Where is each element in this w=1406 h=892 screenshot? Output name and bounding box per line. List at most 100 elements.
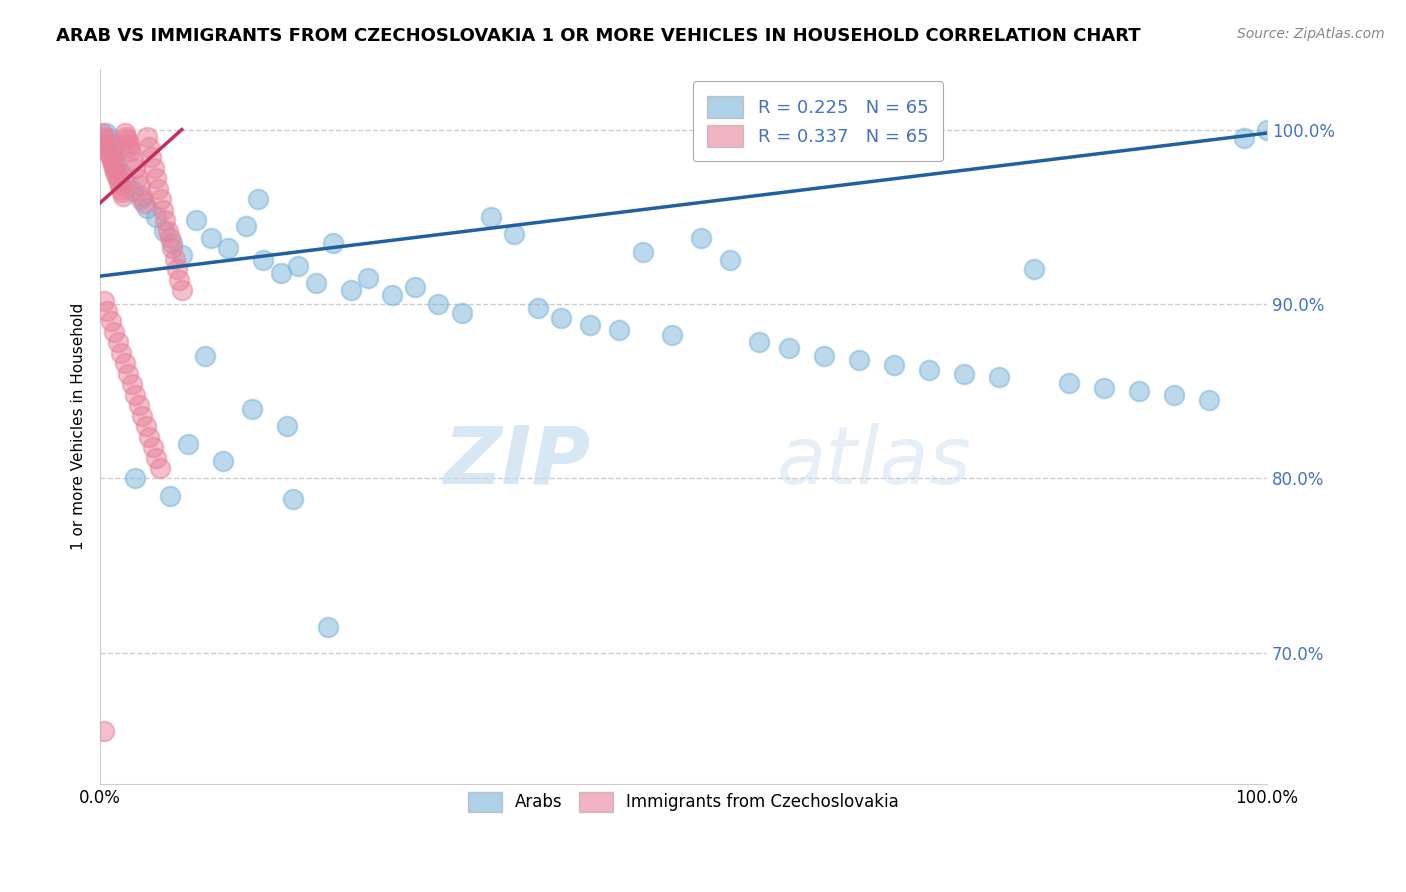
Point xyxy=(131,409,153,423)
Point xyxy=(184,213,207,227)
Point xyxy=(145,450,167,465)
Point xyxy=(153,224,176,238)
Point xyxy=(145,171,167,186)
Point xyxy=(162,235,184,250)
Point xyxy=(156,224,179,238)
Point xyxy=(270,266,292,280)
Point xyxy=(305,276,328,290)
Point xyxy=(107,171,129,186)
Point xyxy=(98,131,121,145)
Point xyxy=(101,140,124,154)
Text: atlas: atlas xyxy=(778,423,972,501)
Point xyxy=(427,297,450,311)
Point xyxy=(103,161,125,175)
Point xyxy=(316,620,339,634)
Point xyxy=(114,356,136,370)
Point xyxy=(100,151,122,165)
Point xyxy=(287,259,309,273)
Point xyxy=(778,341,800,355)
Point xyxy=(200,231,222,245)
Point xyxy=(246,192,269,206)
Point xyxy=(217,241,239,255)
Point xyxy=(107,175,129,189)
Point xyxy=(96,304,118,318)
Point xyxy=(149,461,172,475)
Point xyxy=(98,147,121,161)
Point xyxy=(1092,381,1115,395)
Point xyxy=(93,724,115,739)
Point xyxy=(718,253,741,268)
Point xyxy=(381,288,404,302)
Point xyxy=(135,419,157,434)
Point xyxy=(917,363,939,377)
Point xyxy=(987,370,1010,384)
Point xyxy=(152,202,174,217)
Point xyxy=(121,184,143,198)
Point xyxy=(235,219,257,233)
Point xyxy=(579,318,602,332)
Point xyxy=(170,248,193,262)
Point xyxy=(124,161,146,175)
Point xyxy=(101,157,124,171)
Text: ARAB VS IMMIGRANTS FROM CZECHOSLOVAKIA 1 OR MORE VEHICLES IN HOUSEHOLD CORRELATI: ARAB VS IMMIGRANTS FROM CZECHOSLOVAKIA 1… xyxy=(56,27,1140,45)
Point xyxy=(114,175,136,189)
Text: Source: ZipAtlas.com: Source: ZipAtlas.com xyxy=(1237,27,1385,41)
Point xyxy=(661,328,683,343)
Point xyxy=(952,367,974,381)
Point xyxy=(128,398,150,412)
Point xyxy=(108,178,131,193)
Point xyxy=(100,314,122,328)
Point xyxy=(138,140,160,154)
Legend: Arabs, Immigrants from Czechoslovakia: Arabs, Immigrants from Czechoslovakia xyxy=(456,779,912,825)
Point xyxy=(1022,262,1045,277)
Y-axis label: 1 or more Vehicles in Household: 1 or more Vehicles in Household xyxy=(72,302,86,549)
Point xyxy=(129,192,152,206)
Point xyxy=(114,126,136,140)
Point xyxy=(607,323,630,337)
Point xyxy=(127,171,149,186)
Point xyxy=(166,262,188,277)
Point xyxy=(748,335,770,350)
Point xyxy=(1163,388,1185,402)
Point xyxy=(117,136,139,151)
Point xyxy=(169,272,191,286)
Point xyxy=(121,153,143,168)
Point xyxy=(252,253,274,268)
Point xyxy=(281,492,304,507)
Point xyxy=(176,436,198,450)
Point xyxy=(135,201,157,215)
Point xyxy=(357,270,380,285)
Point xyxy=(149,192,172,206)
Point xyxy=(1256,122,1278,136)
Point xyxy=(631,244,654,259)
Point xyxy=(170,283,193,297)
Point xyxy=(848,352,870,367)
Point xyxy=(145,210,167,224)
Point xyxy=(97,144,120,158)
Point xyxy=(121,377,143,392)
Text: ZIP: ZIP xyxy=(443,423,591,501)
Point xyxy=(1198,392,1220,407)
Point xyxy=(404,279,426,293)
Point xyxy=(322,235,344,250)
Point xyxy=(124,471,146,485)
Point xyxy=(111,186,134,200)
Point xyxy=(503,227,526,242)
Point xyxy=(134,195,156,210)
Point xyxy=(276,419,298,434)
Point xyxy=(110,182,132,196)
Point xyxy=(1232,131,1254,145)
Point xyxy=(1128,384,1150,399)
Point xyxy=(135,129,157,144)
Point xyxy=(103,149,125,163)
Point xyxy=(101,153,124,168)
Point xyxy=(118,140,141,154)
Point xyxy=(240,401,263,416)
Point xyxy=(526,301,548,315)
Point xyxy=(690,231,713,245)
Point xyxy=(340,283,363,297)
Point xyxy=(104,164,127,178)
Point xyxy=(142,440,165,454)
Point xyxy=(110,346,132,360)
Point xyxy=(883,358,905,372)
